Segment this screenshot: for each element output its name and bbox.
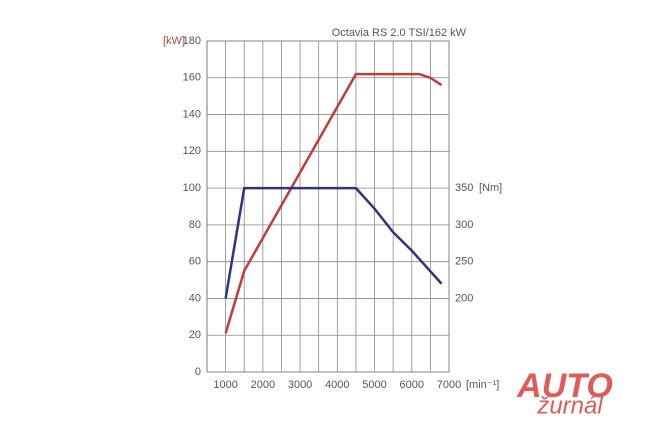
plot-frame <box>206 40 450 373</box>
y2-tick-label: 250 <box>455 256 473 268</box>
logo-top: AUTO <box>516 367 613 405</box>
logo-bottom: žurnál <box>536 392 603 419</box>
x-tick-label: 3000 <box>288 379 312 391</box>
y-tick-label: 160 <box>183 72 201 84</box>
x-tick-label: 6000 <box>400 379 424 391</box>
x-tick-label: 5000 <box>362 379 386 391</box>
y-tick-label: 140 <box>183 108 201 120</box>
y-tick-label: 40 <box>189 292 201 304</box>
chart-title: Octavia RS 2.0 TSI/162 kW <box>332 27 467 39</box>
x-axis-label: [min⁻¹] <box>466 379 499 391</box>
y-tick-label: 100 <box>183 182 201 194</box>
y2-tick-label: 300 <box>455 219 473 231</box>
series-line <box>224 186 443 299</box>
y-tick-label: 60 <box>189 256 201 268</box>
x-tick-label: 7000 <box>437 379 461 391</box>
y-tick-label: 120 <box>183 145 201 157</box>
y-tick-label: 180 <box>183 35 201 47</box>
y2-tick-label: 350 <box>455 182 473 194</box>
y-tick-label: 20 <box>189 329 201 341</box>
x-tick-label: 4000 <box>325 379 349 391</box>
y-tick-label: 0 <box>195 366 201 378</box>
y2-axis-label: [Nm] <box>479 182 502 194</box>
y-axis-label: [kW] <box>163 35 185 47</box>
y-tick-label: 80 <box>189 219 201 231</box>
y2-tick-label: 200 <box>455 292 473 304</box>
x-tick-label: 2000 <box>251 379 275 391</box>
x-tick-label: 1000 <box>213 379 237 391</box>
series-line <box>224 72 443 334</box>
